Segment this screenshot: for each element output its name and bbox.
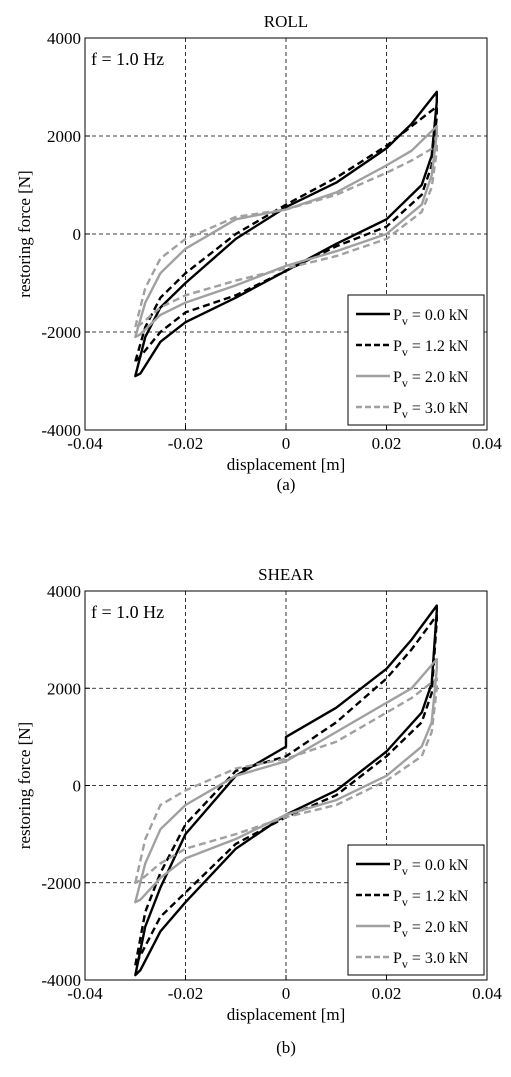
y-tick-label: 4000 bbox=[47, 29, 81, 48]
x-tick-label: -0.02 bbox=[168, 434, 203, 453]
frequency-annotation: f = 1.0 Hz bbox=[91, 49, 164, 69]
figure-caption: (b) bbox=[276, 1038, 296, 1057]
frequency-annotation: f = 1.0 Hz bbox=[91, 602, 164, 622]
y-tick-label: -2000 bbox=[41, 874, 81, 893]
figure-caption: (a) bbox=[277, 475, 296, 494]
chart-title: ROLL bbox=[264, 12, 308, 31]
legend-label: Pv = 1.2 kN bbox=[393, 338, 469, 359]
x-tick-label: 0 bbox=[282, 434, 291, 453]
legend-label: Pv = 3.0 kN bbox=[393, 400, 469, 421]
x-tick-label: 0.04 bbox=[472, 434, 502, 453]
y-tick-label: 2000 bbox=[47, 127, 81, 146]
y-tick-label: -4000 bbox=[41, 421, 81, 440]
series-line-3-0-kN bbox=[134, 677, 438, 884]
legend-box bbox=[347, 294, 485, 426]
series-line-0-0-kN bbox=[134, 90, 438, 378]
legend: Pv = 0.0 kN Pv = 1.2 kN Pv = 2.0 kN Pv = 3.… bbox=[347, 294, 485, 426]
y-tick-label: 2000 bbox=[47, 679, 81, 698]
legend-box bbox=[347, 844, 485, 976]
x-axis-label: displacement [m] bbox=[227, 1005, 346, 1024]
legend-label: Pv = 1.2 kN bbox=[393, 888, 469, 909]
legend-label: Pv = 3.0 kN bbox=[393, 950, 469, 971]
series-line-2-0-kN bbox=[134, 657, 438, 904]
chart-panel-1: -0.04 -0.02 0 0.02 0.04 -4000 -2000 0 2000 4000 RO… bbox=[15, 12, 502, 494]
series-line-1-2-kN bbox=[134, 105, 438, 363]
x-tick-label: 0 bbox=[282, 984, 291, 1003]
legend: Pv = 0.0 kN Pv = 1.2 kN Pv = 2.0 kN Pv = 3.… bbox=[347, 844, 485, 976]
x-tick-label: 0.02 bbox=[372, 984, 402, 1003]
y-axis-label: restoring force [N] bbox=[15, 722, 34, 849]
series-line-0-0-kN bbox=[134, 604, 438, 977]
x-axis-label: displacement [m] bbox=[227, 455, 346, 474]
x-tick-label: -0.04 bbox=[67, 984, 103, 1003]
series-line-3-0-kN bbox=[134, 144, 438, 329]
y-tick-label: -2000 bbox=[41, 323, 81, 342]
legend-label: Pv = 2.0 kN bbox=[393, 369, 469, 390]
x-tick-label: 0.02 bbox=[372, 434, 402, 453]
legend-label: Pv = 2.0 kN bbox=[393, 919, 469, 940]
x-tick-label: 0.04 bbox=[472, 984, 502, 1003]
chart-title: SHEAR bbox=[258, 565, 314, 584]
y-axis-label: restoring force [N] bbox=[15, 170, 34, 297]
legend-label: Pv = 0.0 kN bbox=[393, 307, 469, 328]
x-tick-label: -0.04 bbox=[67, 434, 103, 453]
legend-label: Pv = 0.0 kN bbox=[393, 857, 469, 878]
series-line-2-0-kN bbox=[134, 125, 438, 339]
y-tick-label: 0 bbox=[73, 777, 82, 796]
x-tick-label: -0.02 bbox=[168, 984, 203, 1003]
chart-panel-2: -0.04 -0.02 0 0.02 0.04 -4000 -2000 0 2000 4000 SH… bbox=[15, 565, 502, 1057]
y-tick-label: 0 bbox=[73, 225, 82, 244]
series-line-1-2-kN bbox=[134, 614, 438, 967]
y-tick-label: 4000 bbox=[47, 582, 81, 601]
y-tick-label: -4000 bbox=[41, 971, 81, 990]
